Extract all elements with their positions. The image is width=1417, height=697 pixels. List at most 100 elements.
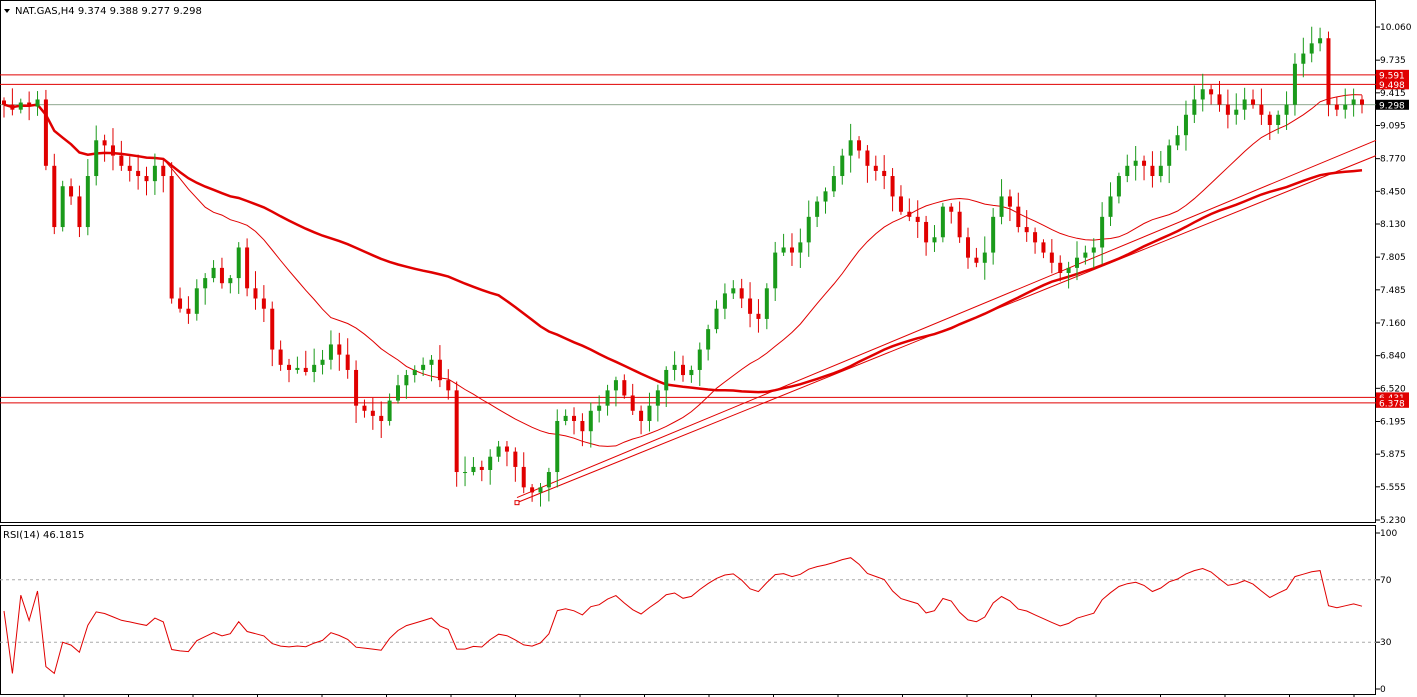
ma-slow-line [3,103,1363,394]
candle-body [1318,38,1323,44]
candle-body [287,364,292,370]
candle-body [1083,252,1088,258]
candle-body [429,359,434,365]
candle-body [211,267,216,279]
price-tick-label: 8.450 [1380,187,1406,197]
candle-body [890,176,895,197]
candle-body [1142,160,1147,166]
candle-body [1024,227,1029,233]
candle-body [798,242,803,253]
candle-body [1309,43,1314,54]
candle-body [203,278,208,289]
candle-body [1242,99,1247,110]
price-tick-label: 9.735 [1380,56,1406,66]
candle-body [789,247,794,253]
candle-body [613,380,618,391]
rsi-tick-label: 100 [1380,529,1397,539]
rsi-pane [0,525,1376,695]
candle-body [538,487,543,493]
candle-body [1351,99,1356,105]
candle-body [982,252,987,263]
candle-body [337,344,342,355]
candle-body [437,359,442,381]
candle-body [169,176,174,299]
candle-body [1158,165,1163,177]
candle-body [639,410,644,421]
candle-body [1183,114,1188,136]
candle-body [697,349,702,370]
candle-body [630,395,635,411]
candle-body [1200,89,1205,100]
candle-body [152,165,157,182]
candle-body [1276,114,1281,125]
candle-body [546,472,551,488]
candle-body [739,288,744,299]
candle-body [127,165,132,171]
candle-body [94,140,99,177]
candle-body [236,247,241,279]
candle-body [1049,252,1054,263]
candle-body [454,390,459,473]
candle-body [748,298,753,314]
candle-body [672,364,677,370]
candle-body [530,487,535,493]
candle-body [722,293,727,309]
candles [2,26,1364,507]
price-tick-label: 7.805 [1380,253,1406,263]
candle-body [178,298,183,309]
candle-body [161,165,166,177]
candle-body [1116,176,1121,197]
candle-body [69,186,74,197]
moving-averages [3,94,1363,447]
candle-body [504,446,509,452]
candle-body [714,308,719,330]
price-pane [0,0,1376,523]
candle-body [1292,63,1297,105]
price-tick-label: 5.555 [1380,483,1406,493]
candle-body [228,278,233,284]
candle-body [488,456,493,470]
horizontal-levels [0,74,1376,404]
candle-body [1041,242,1046,253]
candle-body [1225,104,1230,115]
candle-body [647,405,652,421]
candle-body [597,405,602,411]
price-tick-label: 9.095 [1380,121,1406,131]
candle-body [1234,109,1239,115]
candle-body [1217,94,1222,105]
price-tick-label: 5.875 [1380,450,1406,460]
candle-body [907,211,912,217]
candle-body [815,201,820,217]
candle-body [588,410,593,432]
candle-body [102,140,107,146]
rsi-tick-label: 70 [1380,576,1392,586]
candle-body [18,102,23,110]
candle-body [940,206,945,238]
candle-body [664,369,669,391]
candle-body [865,150,870,166]
rsi-tick-label: 0 [1380,685,1386,695]
candle-body [1192,99,1197,115]
candle-body [270,308,275,350]
candle-body [110,145,115,156]
candle-body [781,247,786,253]
candle-body [655,390,660,406]
candle-body [1284,104,1289,115]
candle-body [144,176,149,182]
candle-body [1167,145,1172,166]
candle-body [43,99,48,166]
candle-body [991,216,996,253]
price-tick-label: 7.485 [1380,286,1406,296]
candle-body [823,191,828,202]
candle-body [1267,114,1272,125]
price-tick-label: 6.840 [1380,352,1406,362]
price-badge-label: 9.298 [1379,101,1405,111]
candle-body [119,155,124,166]
candle-body [1251,99,1256,105]
price-badge [1376,397,1409,408]
price-badge [1376,69,1409,80]
candle-body [35,99,40,107]
chevron-down-icon[interactable] [4,9,10,13]
candle-body [85,176,90,228]
candle-body [806,216,811,243]
